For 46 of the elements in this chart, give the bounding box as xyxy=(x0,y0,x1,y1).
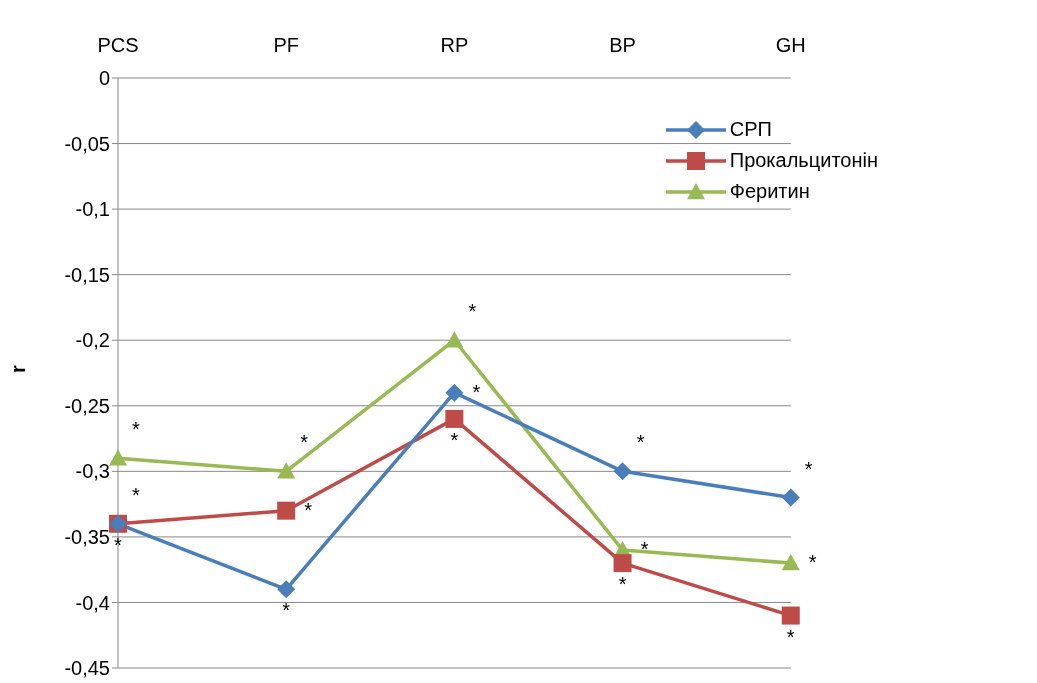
x-tick-label: BP xyxy=(609,34,636,56)
annotation: * xyxy=(808,551,817,574)
point xyxy=(277,462,296,479)
y-tick-label: -0,3 xyxy=(75,460,110,483)
x-tick-label: RP xyxy=(440,34,469,56)
point xyxy=(277,501,296,520)
legend-label: СРП xyxy=(729,118,772,141)
y-tick-label: -0,35 xyxy=(64,525,110,548)
y-tick-label: -0,2 xyxy=(75,329,110,352)
annotation: * xyxy=(132,483,141,506)
x-tick-label: PCS xyxy=(97,34,139,56)
annotation: * xyxy=(472,380,481,403)
point xyxy=(277,580,296,599)
annotation: * xyxy=(640,538,649,560)
annotation: * xyxy=(636,431,645,454)
y-axis-title: r xyxy=(7,365,30,373)
point xyxy=(613,554,632,573)
annotation: * xyxy=(282,599,291,622)
annotation: * xyxy=(450,428,459,451)
annotation: * xyxy=(304,498,313,521)
x-tick-label: PF xyxy=(273,34,299,56)
y-tick-label: -0,4 xyxy=(75,591,110,614)
point xyxy=(109,449,127,466)
annotation: * xyxy=(468,300,477,323)
point xyxy=(613,462,632,481)
y-tick-label: -0,15 xyxy=(64,263,110,286)
annotation: * xyxy=(114,533,123,556)
legend-label: Феритин xyxy=(729,180,810,203)
point xyxy=(781,554,800,571)
y-tick-label: -0,25 xyxy=(64,394,110,417)
point xyxy=(781,488,800,507)
point xyxy=(445,409,464,428)
y-tick-label: -0,05 xyxy=(64,132,110,155)
x-tick-label: GH xyxy=(775,34,806,56)
y-tick-label: -0,45 xyxy=(64,657,110,680)
legend-label: Прокальцитонін xyxy=(729,149,878,172)
annotation: * xyxy=(300,431,309,454)
annotation: * xyxy=(618,573,627,596)
annotation: * xyxy=(786,625,795,648)
point xyxy=(445,331,464,348)
point xyxy=(781,606,800,625)
y-tick-label: 0 xyxy=(98,67,110,90)
annotation: * xyxy=(132,418,141,441)
y-tick-label: -0,1 xyxy=(75,198,110,221)
point xyxy=(445,383,464,402)
annotation: * xyxy=(804,457,813,480)
